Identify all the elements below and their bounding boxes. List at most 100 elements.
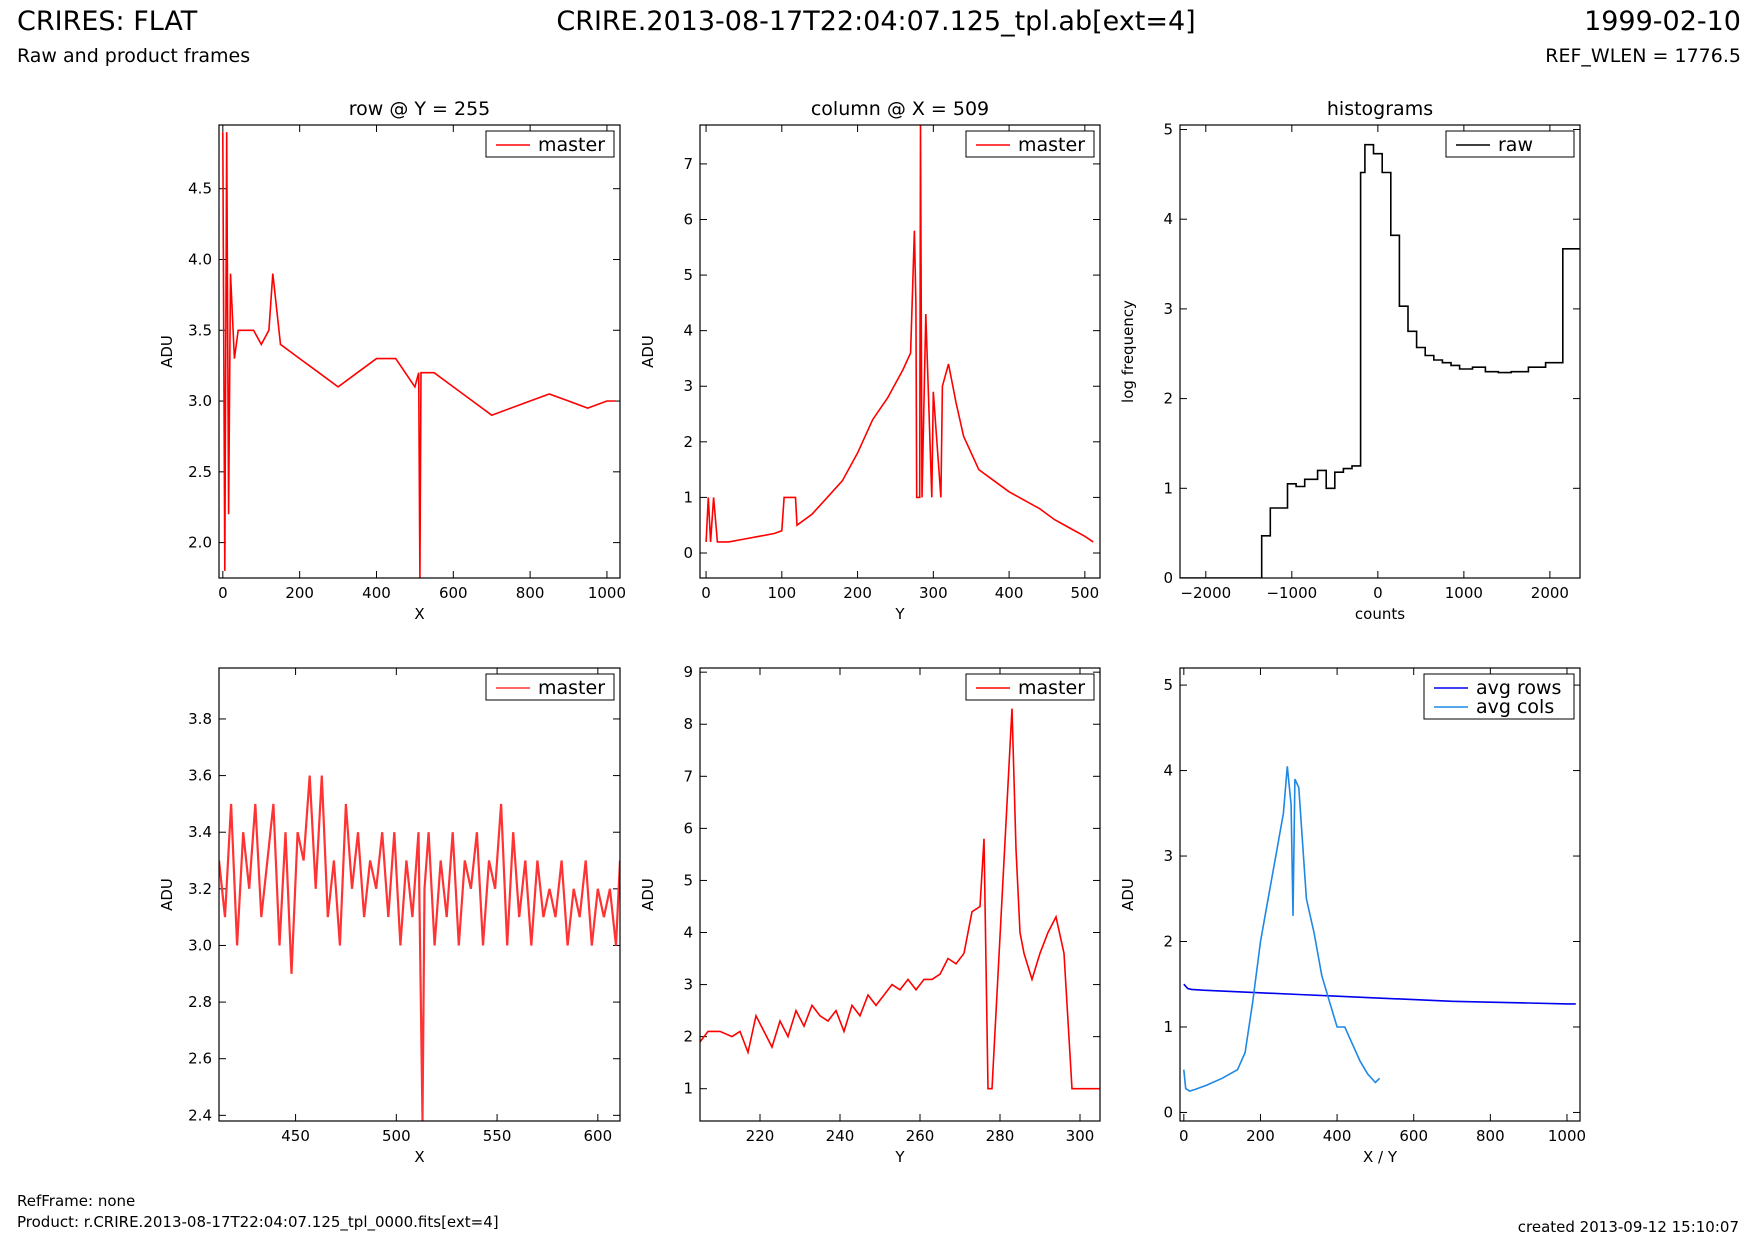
y-tick-label: 8 — [683, 715, 693, 733]
x-tick-label: 100 — [767, 584, 796, 602]
x-tick-label: 200 — [1246, 1127, 1275, 1145]
legend-box — [485, 673, 615, 701]
plot-frame — [218, 124, 621, 579]
x-axis-label: counts — [1355, 605, 1405, 623]
y-tick-label: 0 — [1163, 1103, 1173, 1121]
x-tick-label: 280 — [986, 1127, 1015, 1145]
product-label: Product: r.CRIRE.2013-08-17T22:04:07.125… — [17, 1213, 499, 1231]
legend-label: raw — [1498, 134, 1533, 156]
series-line-master — [700, 708, 1100, 1090]
y-tick-label: 4 — [683, 924, 693, 942]
x-tick-label: 800 — [1476, 1127, 1505, 1145]
y-tick-label: 7 — [683, 767, 693, 785]
y-tick-label: 2.6 — [188, 1050, 212, 1068]
y-axis-label: ADU — [639, 878, 657, 911]
x-tick-label: 240 — [826, 1127, 855, 1145]
x-tick-label: 800 — [516, 584, 545, 602]
x-tick-label: 400 — [362, 584, 391, 602]
chart-panel-4: 450 500 550 600 2.4 2.6 2.8 3.0 3.2 3.4 3.6 3.8 X ADU… — [158, 667, 621, 1166]
y-axis-label: log frequency — [1119, 300, 1137, 403]
y-tick-label: 4 — [1163, 762, 1173, 780]
x-tick-label: 1000 — [588, 584, 626, 602]
x-tick-label: 400 — [1323, 1127, 1352, 1145]
y-tick-label: 3.5 — [188, 321, 212, 339]
plot-frame — [699, 667, 1101, 1122]
plot-frame — [1179, 124, 1581, 579]
legend-box — [485, 130, 615, 158]
y-tick-label: 1 — [683, 488, 693, 506]
y-tick-label: 3.8 — [188, 710, 212, 728]
y-tick-label: 4 — [1163, 210, 1173, 228]
series-line-master — [705, 125, 1094, 543]
series-line-avg-rows — [1183, 983, 1576, 1005]
plot-frame — [1179, 667, 1581, 1122]
x-tick-label: 550 — [483, 1127, 512, 1145]
y-axis-label: ADU — [1119, 878, 1137, 911]
chart-title: histograms — [1327, 98, 1433, 120]
legend-box — [1445, 130, 1575, 158]
x-tick-label: 1000 — [1445, 584, 1483, 602]
x-tick-label: 600 — [439, 584, 468, 602]
y-tick-label: 5 — [1163, 120, 1173, 138]
x-tick-label: 600 — [584, 1127, 613, 1145]
series-line-avg-cols — [1183, 766, 1381, 1092]
chart-title: column @ X = 509 — [811, 98, 989, 120]
legend-label: master — [538, 134, 605, 156]
x-tick-label: 200 — [285, 584, 314, 602]
legend-label: master — [1018, 677, 1085, 699]
series-line-master — [219, 775, 620, 1121]
series-line-raw — [1180, 143, 1580, 578]
series-line-master — [222, 132, 616, 578]
x-tick-label: 220 — [746, 1127, 775, 1145]
y-tick-label: 2.4 — [188, 1106, 212, 1124]
ref-frame-label: RefFrame: none — [17, 1192, 136, 1210]
x-tick-label: 2000 — [1531, 584, 1569, 602]
chart-panel-5: 220 240 260 280 300 1 2 3 4 5 6 7 8 9 Y ADU master — [639, 663, 1101, 1166]
y-tick-label: 2.5 — [188, 463, 212, 481]
x-tick-label: 400 — [995, 584, 1024, 602]
y-tick-label: 2.0 — [188, 534, 212, 552]
x-tick-label: 0 — [1373, 584, 1383, 602]
y-tick-label: 5 — [683, 871, 693, 889]
y-tick-label: 3.4 — [188, 823, 212, 841]
legend-label: master — [1018, 134, 1085, 156]
plot-frame — [699, 124, 1101, 579]
x-axis-label: X — [414, 605, 424, 623]
chart-panel-3: histograms −2000 −1000 0 1000 2000 0 1 2 3 4 5 count… — [1119, 98, 1581, 623]
y-tick-label: 9 — [683, 663, 693, 681]
y-tick-label: 3 — [1163, 300, 1173, 318]
y-tick-label: 3 — [683, 976, 693, 994]
date-label: 1999-02-10 — [1584, 6, 1741, 37]
x-axis-label: Y — [894, 1148, 905, 1166]
file-title: CRIRE.2013-08-17T22:04:07.125_tpl.ab[ext… — [556, 6, 1196, 37]
y-tick-label: 1 — [1163, 479, 1173, 497]
x-axis-label: Y — [894, 605, 905, 623]
y-tick-label: 3 — [683, 377, 693, 395]
y-tick-label: 3.0 — [188, 936, 212, 954]
y-tick-label: 5 — [683, 266, 693, 284]
legend-box — [965, 130, 1095, 158]
y-tick-label: 5 — [1163, 676, 1173, 694]
y-tick-label: 7 — [683, 155, 693, 173]
y-tick-label: 2 — [1163, 933, 1173, 951]
x-axis-label: X / Y — [1363, 1148, 1398, 1166]
legend-label: master — [538, 677, 605, 699]
x-tick-label: 260 — [906, 1127, 935, 1145]
x-tick-label: 0 — [218, 584, 228, 602]
y-tick-label: 2.8 — [188, 993, 212, 1011]
y-tick-label: 3.6 — [188, 767, 212, 785]
y-tick-label: 3.0 — [188, 392, 212, 410]
x-tick-label: 300 — [919, 584, 948, 602]
y-tick-label: 3 — [1163, 847, 1173, 865]
page-title: CRIRES: FLAT — [17, 6, 198, 37]
x-tick-label: 500 — [1071, 584, 1100, 602]
x-tick-label: 600 — [1399, 1127, 1428, 1145]
y-tick-label: 2 — [683, 433, 693, 451]
x-tick-label: −2000 — [1180, 584, 1231, 602]
chart-panel-1: row @ Y = 255 0 200 400 600 800 1000 2.0 2.5 3.0 3… — [158, 98, 626, 623]
legend-label: avg rows — [1476, 677, 1561, 699]
chart-panel-6: 0 200 400 600 800 1000 0 1 2 3 4 5 X / Y ADU avg rowsa… — [1119, 667, 1586, 1166]
x-axis-label: X — [414, 1148, 424, 1166]
chart-panel-2: column @ X = 509 0 100 200 300 400 500 0 1 2 3 4 5 6 7… — [639, 98, 1101, 623]
